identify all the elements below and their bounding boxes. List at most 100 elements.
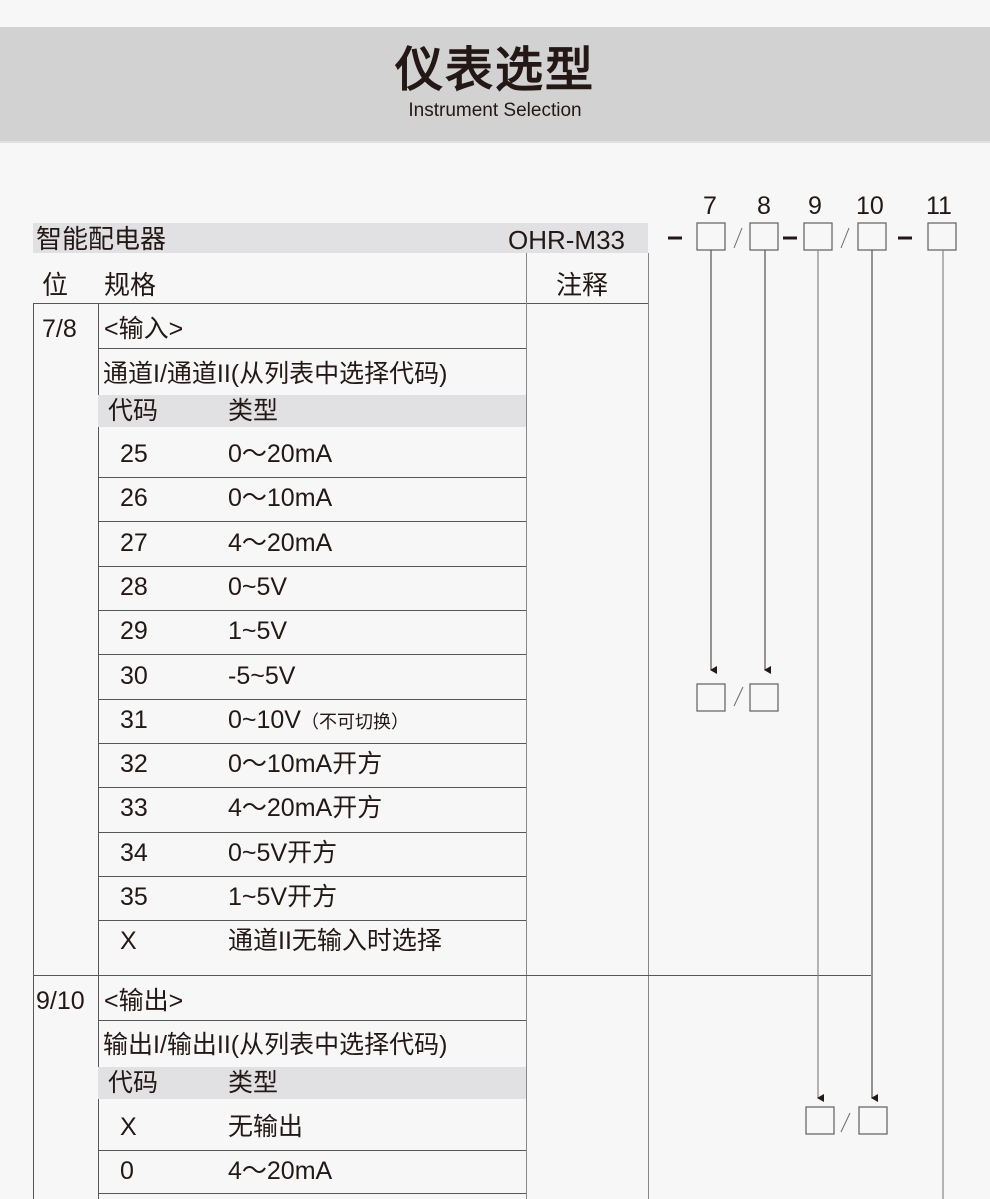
row-divider [98, 832, 526, 833]
section-group: <输入> [104, 315, 184, 343]
row-code: 34 [120, 839, 148, 867]
output-code-box [858, 1106, 888, 1135]
col-position-header: 位 [42, 270, 69, 300]
slash [733, 686, 744, 707]
subheader-band [98, 395, 526, 427]
section-desc: 输出I/输出II(从列表中选择代码) [103, 1031, 448, 1059]
section-position: 9/10 [36, 987, 85, 1015]
row-type-text: -5~5V [228, 662, 296, 690]
row-type-text: 0～10mA [228, 484, 333, 512]
row-type: 0~10V（不可切换） [228, 705, 409, 735]
row-type: 通道II无输入时选择 [228, 926, 442, 956]
row-code: 25 [120, 440, 148, 468]
row-divider [98, 920, 526, 921]
row-divider [98, 348, 526, 349]
row-type-text: 1~5V开方 [228, 883, 338, 911]
note-column-divider [526, 253, 527, 1199]
position-label: 9 [808, 192, 822, 220]
row-type: 1~5V开方 [228, 882, 337, 912]
code-box-11 [927, 222, 957, 251]
col-type-header: 类型 [228, 1069, 279, 1097]
subheader-band [98, 1067, 526, 1099]
row-type: 4～20mA [228, 528, 332, 558]
row-divider [98, 610, 526, 611]
product-model: OHR-M33 [508, 225, 626, 255]
row-type: 4～20mA [228, 1156, 332, 1186]
row-type: 4～20mA开方 [228, 793, 382, 823]
product-name: 智能配电器 [36, 224, 167, 254]
position-label: 7 [703, 192, 717, 220]
col-type-header: 类型 [228, 397, 279, 425]
input-code-box [696, 683, 726, 712]
row-code: 32 [120, 750, 148, 778]
code-box-9 [803, 222, 833, 251]
slash [840, 1112, 851, 1133]
row-type: 无输出 [228, 1112, 303, 1142]
row-divider [98, 1193, 526, 1194]
row-code: 31 [120, 706, 148, 734]
col-spec-header: 规格 [104, 270, 157, 300]
row-code: 29 [120, 617, 148, 645]
section-position: 7/8 [42, 315, 77, 343]
input-code-box [749, 683, 779, 712]
code-box-7 [696, 222, 726, 251]
position-label: 8 [757, 192, 771, 220]
row-divider [98, 787, 526, 788]
row-type-text: 无输出 [228, 1113, 304, 1141]
row-type-text: 4～20mA [228, 529, 333, 557]
row-divider [98, 699, 526, 700]
row-type: 0～10mA [228, 483, 332, 513]
row-type: 0～20mA [228, 439, 332, 469]
row-type-text: 0~5V开方 [228, 839, 338, 867]
position-label: 11 [926, 192, 952, 220]
row-type-text: 0～10mA开方 [228, 750, 383, 778]
output-code-box [805, 1106, 835, 1135]
row-type-text: 4～20mA [228, 1157, 333, 1185]
table-right-border [648, 253, 649, 1199]
row-divider [98, 743, 526, 744]
row-divider [98, 876, 526, 877]
section-divider [33, 975, 871, 976]
row-code: 28 [120, 573, 148, 601]
row-code: 33 [120, 794, 148, 822]
position-column-divider [98, 303, 99, 1199]
row-code: 35 [120, 883, 148, 911]
row-type-text: 1~5V [228, 617, 288, 645]
row-divider [98, 566, 526, 567]
row-type-text: 通道II无输入时选择 [228, 927, 442, 955]
row-code: X [120, 1113, 137, 1141]
row-divider [98, 1020, 526, 1021]
header-divider [33, 303, 648, 304]
table-left-border [33, 303, 34, 1199]
row-type: -5~5V [228, 661, 295, 691]
row-code: 27 [120, 529, 148, 557]
section-group: <输出> [104, 987, 184, 1015]
header-band [0, 27, 990, 143]
slash [733, 227, 743, 249]
row-code: 26 [120, 484, 148, 512]
row-code: X [120, 927, 137, 955]
code-box-8 [749, 222, 779, 251]
col-code-header: 代码 [108, 397, 159, 425]
row-type-text: 0~10V [228, 706, 301, 734]
row-note: （不可切换） [301, 712, 409, 732]
product-band [33, 223, 648, 253]
slash [840, 227, 850, 249]
row-divider [98, 521, 526, 522]
row-divider [98, 654, 526, 655]
row-type: 0~5V开方 [228, 838, 337, 868]
row-type: 1~5V [228, 616, 287, 646]
page-title: 仪表选型 [394, 44, 595, 97]
row-type: 0～10mA开方 [228, 749, 382, 779]
section-desc: 通道I/通道II(从列表中选择代码) [103, 360, 448, 388]
row-type: 0~5V [228, 572, 287, 602]
col-code-header: 代码 [108, 1069, 159, 1097]
row-divider [98, 1150, 526, 1151]
row-divider [98, 477, 526, 478]
position-label: 10 [856, 192, 884, 220]
row-code: 0 [120, 1157, 134, 1185]
row-type-text: 0~5V [228, 573, 288, 601]
row-type-text: 0～20mA [228, 440, 333, 468]
page-subtitle: Instrument Selection [408, 100, 582, 121]
